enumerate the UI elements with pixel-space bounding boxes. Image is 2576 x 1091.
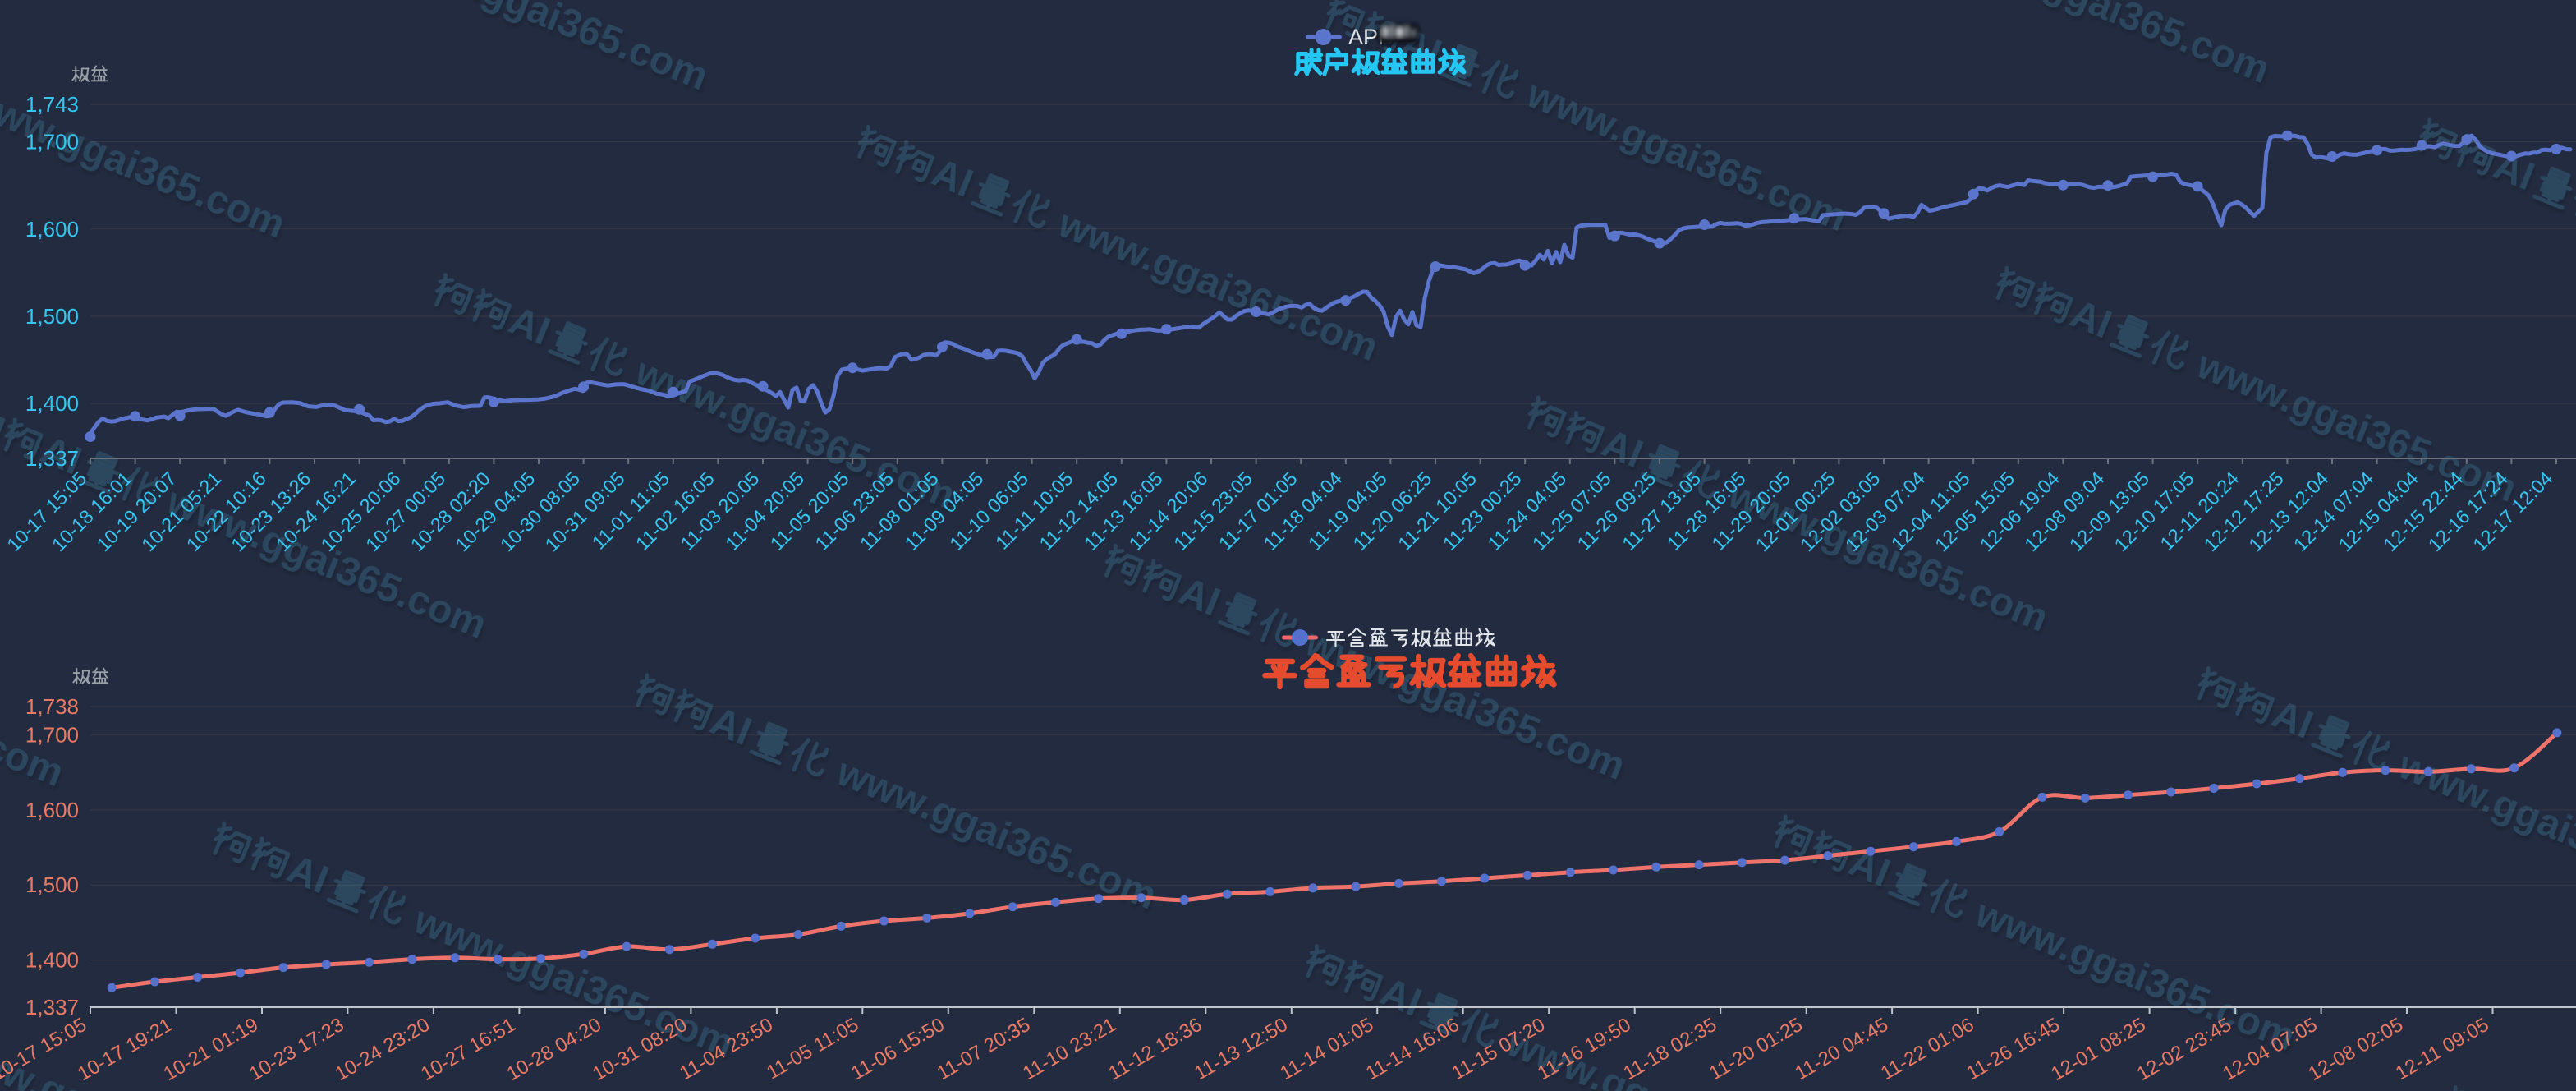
svg-text:1,743: 1,743	[25, 92, 79, 117]
svg-text:1,337: 1,337	[25, 995, 79, 1020]
svg-text:1,500: 1,500	[25, 304, 79, 329]
svg-text:1,738: 1,738	[25, 694, 79, 719]
svg-text:1,500: 1,500	[25, 872, 79, 897]
svg-text:1,400: 1,400	[25, 948, 79, 973]
svg-text:1,600: 1,600	[25, 217, 79, 242]
svg-text:1,700: 1,700	[25, 723, 79, 748]
svg-text:1,337: 1,337	[25, 446, 79, 471]
svg-text:1,600: 1,600	[25, 798, 79, 822]
svg-text:1,700: 1,700	[25, 130, 79, 154]
svg-text:1,400: 1,400	[25, 391, 79, 416]
